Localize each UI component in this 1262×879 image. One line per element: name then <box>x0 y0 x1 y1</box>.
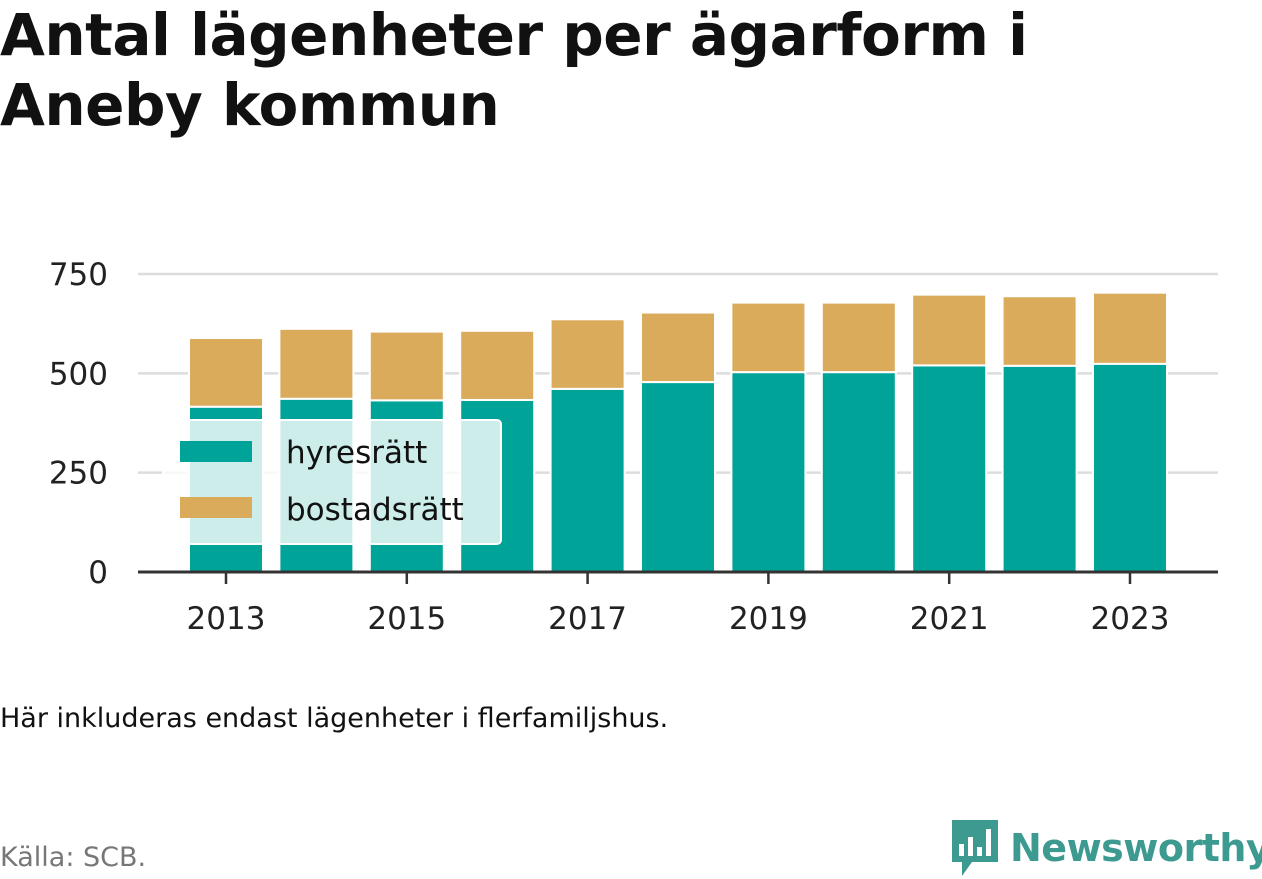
bar-bostadsratt-2018 <box>640 311 716 384</box>
chart-note: Här inkluderas endast lägenheter i flerf… <box>0 703 669 734</box>
y-tick-label: 250 <box>49 456 108 492</box>
bar-hyresratt-2018 <box>640 381 716 574</box>
bar-hyresratt-2019 <box>730 371 807 573</box>
y-tick-label: 750 <box>49 257 108 293</box>
y-tick-label: 500 <box>49 356 108 392</box>
x-tick-label: 2017 <box>548 601 627 637</box>
bar-hyresratt-2020 <box>820 371 897 573</box>
x-tick-label: 2015 <box>367 601 446 637</box>
legend-swatch-hyresratt <box>180 441 252 462</box>
newsworthy-brand[interactable]: Newsworthy <box>950 818 1262 878</box>
bar-bostadsratt-2017 <box>549 318 626 390</box>
legend: hyresrätt bostadsrätt <box>162 419 502 545</box>
bar-hyresratt-2017 <box>549 387 626 574</box>
x-tick-label: 2019 <box>729 601 808 637</box>
bar-hyresratt-2021 <box>911 364 988 573</box>
bar-hyresratt-2023 <box>1092 362 1168 573</box>
newsworthy-logo-icon <box>952 820 998 876</box>
bar-hyresratt-2022 <box>1001 364 1078 573</box>
bar-bostadsratt-2014 <box>278 327 355 400</box>
bar-bostadsratt-2015 <box>368 330 445 402</box>
y-tick-label: 0 <box>88 555 108 591</box>
bar-bostadsratt-2013 <box>188 336 264 408</box>
legend-label-bostadsratt: bostadsrätt <box>286 492 464 528</box>
x-tick-label: 2023 <box>1091 601 1170 637</box>
bar-bostadsratt-2016 <box>459 329 536 401</box>
bar-bostadsratt-2020 <box>820 301 897 374</box>
x-tick-label: 2021 <box>910 601 989 637</box>
chart-title: Antal lägenheter per ägarform i Aneby ko… <box>0 1 1028 139</box>
brand-name: Newsworthy <box>1010 826 1262 870</box>
bar-bostadsratt-2023 <box>1092 291 1168 365</box>
legend-swatch-bostadsratt <box>180 497 252 518</box>
axes: 0 250 500 750 2013 2015 2017 2019 2021 2023 <box>49 257 1218 637</box>
bar-bostadsratt-2022 <box>1001 295 1078 367</box>
source-label: Källa: SCB. <box>0 842 147 873</box>
bar-bostadsratt-2021 <box>911 293 988 367</box>
x-tick-label: 2013 <box>187 601 266 637</box>
bar-bostadsratt-2019 <box>730 301 807 374</box>
stacked-bar-chart: 0 250 500 750 2013 2015 2017 2019 2021 2023 hyres… <box>49 257 1218 637</box>
legend-label-hyresratt: hyresrätt <box>286 435 427 471</box>
